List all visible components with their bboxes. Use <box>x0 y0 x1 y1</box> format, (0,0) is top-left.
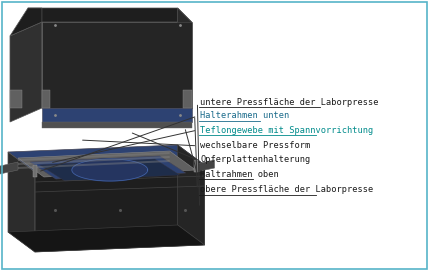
Polygon shape <box>18 156 170 165</box>
Text: Haltrahmen oben: Haltrahmen oben <box>200 170 279 179</box>
Polygon shape <box>42 122 192 128</box>
Polygon shape <box>0 162 18 174</box>
Polygon shape <box>178 8 192 108</box>
Bar <box>183 90 192 108</box>
Bar <box>10 90 22 108</box>
Polygon shape <box>72 159 147 181</box>
Polygon shape <box>178 145 205 245</box>
Polygon shape <box>18 160 170 169</box>
Polygon shape <box>10 22 42 122</box>
Text: wechselbare Pressform: wechselbare Pressform <box>200 141 310 150</box>
Polygon shape <box>42 108 192 122</box>
Bar <box>42 90 50 108</box>
Text: Teflongewebe mit Spannvorrichtung: Teflongewebe mit Spannvorrichtung <box>200 125 374 135</box>
Polygon shape <box>28 8 192 22</box>
Polygon shape <box>40 159 180 181</box>
Text: Opferplattenhalterung: Opferplattenhalterung <box>200 155 310 164</box>
Polygon shape <box>8 145 205 172</box>
Polygon shape <box>18 151 196 177</box>
Polygon shape <box>42 22 192 108</box>
Text: untere Pressfläche der Laborpresse: untere Pressfläche der Laborpresse <box>200 98 379 107</box>
Polygon shape <box>8 225 205 252</box>
Polygon shape <box>30 156 186 179</box>
Polygon shape <box>196 160 215 172</box>
Polygon shape <box>35 165 205 252</box>
Polygon shape <box>18 152 170 161</box>
Polygon shape <box>10 8 42 36</box>
Bar <box>194 160 198 172</box>
Text: Halterahmen unten: Halterahmen unten <box>200 111 290 121</box>
Text: obere Pressfläche der Laborpresse: obere Pressfläche der Laborpresse <box>200 185 374 194</box>
Polygon shape <box>8 152 35 252</box>
Bar <box>33 165 37 177</box>
